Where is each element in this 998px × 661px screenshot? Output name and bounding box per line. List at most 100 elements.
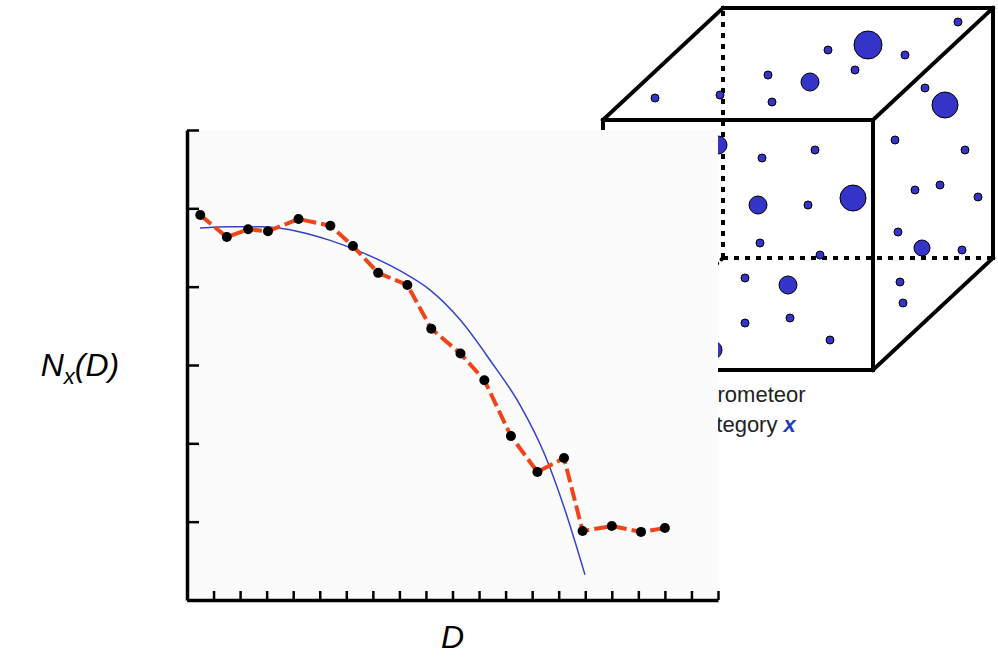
hydrometeor-particle [840, 185, 866, 211]
x-axis-tick-mark [585, 591, 588, 600]
y-axis [187, 131, 199, 601]
y-axis-tick [187, 522, 199, 523]
hydrometeor-particle [816, 251, 824, 259]
x-axis-tick-mark [691, 591, 694, 600]
x-axis-tick-mark [558, 591, 561, 600]
series-marker [455, 349, 465, 359]
x-axis-tick [479, 591, 480, 600]
series-line [200, 227, 585, 575]
hydrometeor-particle [826, 336, 834, 344]
x-axis-tick-mark [505, 591, 508, 600]
y-axis-title: Nx(D) [41, 347, 120, 389]
y-axis-tick [187, 208, 199, 209]
hydrometeor-particle [914, 240, 930, 256]
x-axis-tick-mark [478, 591, 481, 600]
hydrometeor-particle [768, 98, 776, 106]
hydrometeor-particle [741, 319, 749, 327]
x-axis-tick-mark [452, 591, 455, 600]
x-axis-tick [320, 591, 321, 600]
hydrometeor-particle [932, 92, 958, 118]
x-axis-tick [612, 591, 613, 600]
x-axis-tick [506, 591, 507, 600]
series-marker [348, 241, 358, 251]
x-axis-tick-mark [319, 591, 322, 600]
x-axis-tick [214, 591, 215, 600]
series-marker [243, 224, 253, 234]
hydrometeor-particle [891, 136, 899, 144]
y-axis-tick [187, 600, 199, 601]
x-axis-tick-mark [292, 591, 295, 600]
series-marker [578, 526, 588, 536]
hydrometeor-particle [801, 73, 819, 91]
x-axis-tick-mark [531, 591, 534, 600]
hydrometeor-particle [901, 51, 909, 59]
series-marker [607, 521, 617, 531]
hydrometeor-particle [758, 154, 766, 162]
series-marker [660, 523, 670, 533]
x-axis-tick-mark [611, 591, 614, 600]
y-axis-tick-mark [187, 443, 199, 446]
cube-edge [991, 8, 995, 258]
y-axis-tick-mark [187, 599, 199, 602]
hydrometeor-particle [786, 314, 794, 322]
cube-edge [603, 8, 723, 120]
chart: HydrometeorCategory xDNx(D) [0, 0, 998, 661]
hydrometeor-particle [764, 71, 772, 79]
plot-background [187, 130, 718, 600]
x-axis-tick-mark [664, 591, 667, 600]
hydrometeor-particle [824, 46, 832, 54]
plot-marks [195, 210, 670, 575]
x-axis-tick [638, 591, 639, 600]
cube-edge [873, 8, 993, 120]
y-axis-tick-mark [187, 364, 199, 367]
x-axis-tick [665, 591, 666, 600]
hydrometeor-particle [899, 299, 907, 307]
series-marker [263, 226, 273, 236]
x-axis-tick-mark [266, 591, 269, 600]
hydrometeor-particle [811, 146, 819, 154]
cube-edge [603, 118, 873, 122]
x-axis-tick [399, 591, 400, 600]
y-axis-title-part: N [41, 347, 65, 383]
x-axis-tick [346, 591, 347, 600]
y-axis-tick-mark [187, 521, 199, 524]
hydrometeor-particle [756, 239, 764, 247]
series-marker [402, 280, 412, 290]
x-axis-tick [453, 591, 454, 600]
y-axis-tick [187, 365, 199, 366]
x-axis [188, 591, 719, 601]
hydrometeor-particle [716, 91, 724, 99]
hydrometeor-particle [958, 246, 966, 254]
x-axis-tick [373, 591, 374, 600]
y-axis-tick [187, 130, 199, 131]
series-marker [325, 221, 335, 231]
hydrometeor-particle [779, 276, 797, 294]
x-axis-tick-mark [425, 591, 428, 600]
hydrometeor-particle [961, 146, 969, 154]
x-axis-tick-mark [638, 591, 641, 600]
series-marker [294, 214, 304, 224]
series-marker [559, 453, 569, 463]
x-axis-tick-mark [239, 591, 242, 600]
x-axis-tick-mark [346, 591, 349, 600]
y-axis-tick-mark [187, 286, 199, 289]
series-marker [426, 324, 436, 334]
x-axis-tick [293, 591, 294, 600]
series-marker [479, 375, 489, 385]
hydrometeor-particle [804, 201, 812, 209]
hydrometeor-particle [954, 18, 962, 26]
x-axis-tick [267, 591, 268, 600]
y-axis-tick-mark [187, 208, 199, 211]
series-marker [636, 527, 646, 537]
hydrometeor-particle [741, 274, 749, 282]
x-axis-tick-mark [717, 591, 720, 600]
hydrometeor-particle [974, 193, 982, 201]
y-axis-title-part: (D) [75, 347, 119, 383]
x-axis-tick [718, 591, 719, 600]
y-axis-tick [187, 443, 199, 444]
series-line [200, 215, 665, 532]
x-axis-title: D [441, 619, 464, 655]
y-axis-tick-mark [187, 129, 199, 132]
x-axis-tick [532, 591, 533, 600]
hydrometeor-particle [936, 181, 944, 189]
